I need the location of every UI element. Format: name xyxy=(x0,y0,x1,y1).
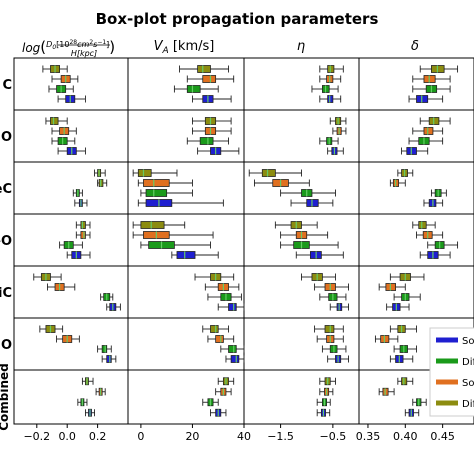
box xyxy=(140,221,165,229)
plot-layer: −0.2 0.0 0.2 0 20 40 −1.5 −0.5 0.35 0.40 0.45 C OeC e… xyxy=(0,57,474,443)
box xyxy=(176,251,196,259)
x-tick-label: 0.2 xyxy=(89,430,107,443)
box xyxy=(210,325,219,333)
legend-entry-2: Sou xyxy=(462,378,474,389)
legend-entry-1: Diff xyxy=(462,357,474,368)
box xyxy=(106,355,112,363)
box xyxy=(80,221,86,229)
group-label: eO xyxy=(0,234,12,249)
panel-label-denominator: H[kpc] xyxy=(71,49,97,58)
panel-label-va: VA [km/s] xyxy=(154,39,215,56)
x-tick-label: 0.35 xyxy=(356,430,381,443)
box xyxy=(101,345,108,353)
panel-label-diffusion: log(D0[1028cm2s−1]) xyxy=(22,38,115,56)
box xyxy=(202,75,217,83)
x-tick-label: 0 xyxy=(137,430,144,443)
x-tick-label: −1.5 xyxy=(267,430,294,443)
group-label: iC xyxy=(0,286,12,301)
panel-label-eta: η xyxy=(297,39,305,54)
x-tick-label: −0.5 xyxy=(320,430,347,443)
box xyxy=(143,179,170,187)
panel-frame xyxy=(358,57,474,425)
x-tick-label: 20 xyxy=(185,430,199,443)
box xyxy=(137,169,152,177)
box xyxy=(186,85,201,93)
x-tick-label: −0.2 xyxy=(23,430,50,443)
legend-entry-3: Diff xyxy=(462,399,474,410)
box xyxy=(324,325,335,333)
panel-frame xyxy=(127,57,245,425)
box xyxy=(418,221,427,229)
box xyxy=(50,117,59,125)
box xyxy=(80,231,86,239)
x-tick-label: 0.45 xyxy=(430,430,455,443)
box xyxy=(423,127,434,135)
panel-label-delta: δ xyxy=(411,39,419,54)
group-label: O xyxy=(1,130,12,145)
box xyxy=(199,137,214,145)
panel-frame xyxy=(243,57,360,425)
box xyxy=(261,169,276,177)
legend-entry-0: Sou xyxy=(462,336,474,347)
box xyxy=(228,345,237,353)
box xyxy=(228,303,237,311)
box xyxy=(215,335,224,343)
group-label: eC xyxy=(0,182,12,197)
group-label: Combined xyxy=(0,363,11,431)
x-tick-label: 0.0 xyxy=(58,430,76,443)
box xyxy=(145,189,168,197)
chart-title: Box-plot propagation parameters xyxy=(96,10,379,28)
legend: Sou Diff Sou Diff xyxy=(429,327,474,417)
group-label: iO xyxy=(0,338,12,353)
x-tick-label: 0.40 xyxy=(393,430,418,443)
panel-frame xyxy=(13,57,129,425)
box xyxy=(230,355,240,363)
box xyxy=(197,65,211,73)
x-tick-label: 40 xyxy=(237,430,251,443)
group-label: C xyxy=(2,78,12,93)
